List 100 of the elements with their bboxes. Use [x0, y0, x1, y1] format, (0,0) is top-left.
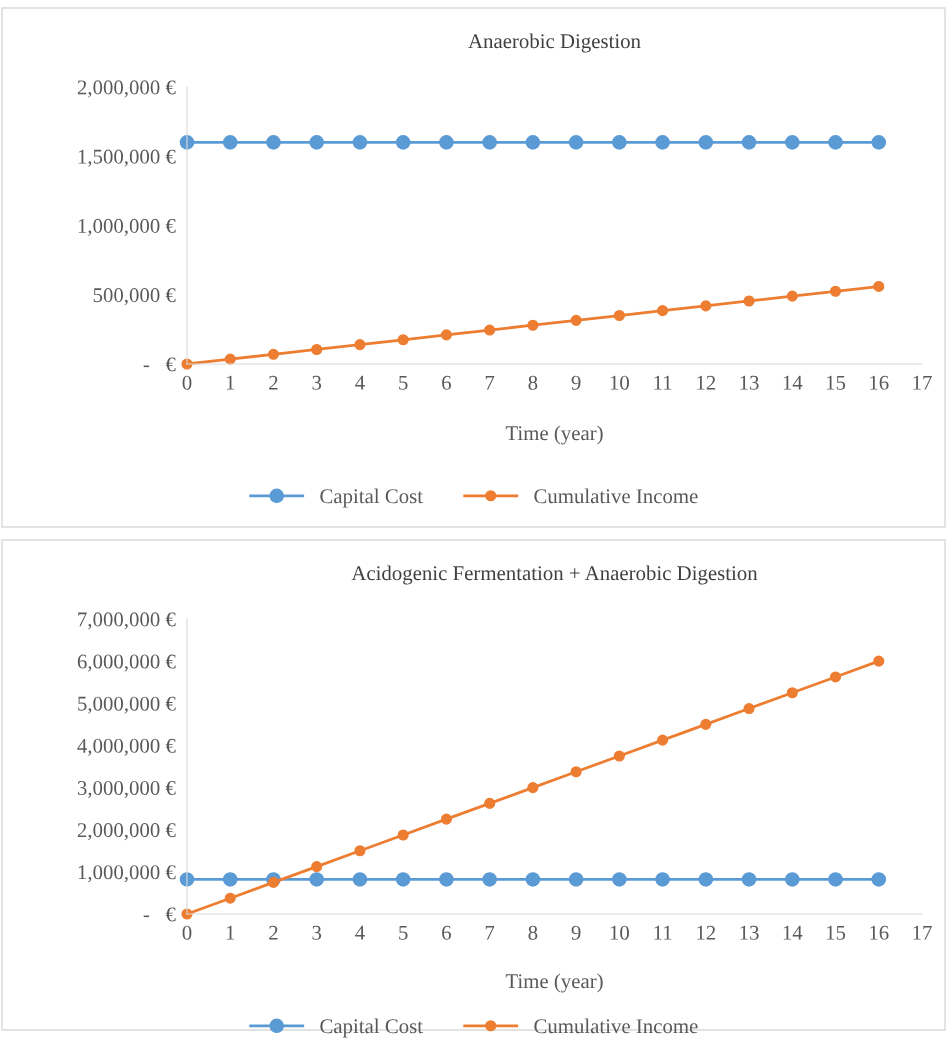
point — [482, 135, 497, 150]
x-tick-label: 10 — [610, 375, 629, 390]
x-tick-label: 9 — [571, 925, 581, 940]
chart-title: Acidogenic Fermentation + Anaerobic Digestion — [351, 565, 758, 585]
point — [657, 305, 669, 317]
x-tick-label: 13 — [740, 375, 759, 390]
point — [613, 309, 625, 322]
y-tick-label: 4,000,000 € — [77, 738, 176, 756]
point — [354, 339, 366, 351]
point — [267, 348, 280, 360]
point — [352, 872, 368, 887]
point — [871, 872, 887, 887]
y-tick-label: 2,000,000 € — [77, 80, 176, 98]
point — [311, 343, 323, 356]
point — [743, 295, 755, 307]
point — [612, 872, 627, 887]
point — [354, 845, 366, 857]
point — [741, 135, 757, 150]
point — [266, 135, 281, 150]
x-tick-label: 16 — [870, 925, 889, 940]
point — [829, 285, 842, 297]
x-tick-label: 4 — [355, 375, 365, 390]
point — [698, 872, 714, 887]
x-tick-label: 5 — [399, 375, 408, 390]
x-axis-title: Time (year) — [505, 973, 603, 993]
y-tick-label: 7,000,000 € — [78, 612, 176, 630]
legend-label: Capital Cost — [320, 1018, 423, 1038]
point — [828, 135, 843, 150]
point — [786, 687, 798, 699]
point — [484, 324, 496, 336]
x-tick-label: 9 — [571, 375, 581, 390]
x-tick-label: 6 — [442, 375, 451, 390]
x-tick-label: 13 — [740, 925, 759, 940]
x-tick-label: 11 — [654, 375, 672, 390]
y-tick-label: 2,000,000 € — [77, 823, 176, 841]
x-tick-label: 17 — [913, 925, 932, 940]
point — [655, 135, 670, 150]
point — [613, 750, 625, 762]
point — [568, 872, 584, 887]
point — [568, 135, 584, 150]
point — [397, 829, 409, 841]
x-tick-label: 7 — [485, 925, 495, 940]
point — [741, 872, 757, 887]
x-tick-label: 12 — [697, 375, 716, 390]
y-tick-label: 500,000 € — [93, 288, 176, 306]
point — [222, 135, 238, 150]
legend-label: Cumulative Income — [534, 1018, 698, 1034]
x-tick-label: 3 — [312, 925, 322, 940]
point — [311, 861, 323, 873]
point — [484, 797, 496, 809]
point — [224, 892, 236, 904]
point — [743, 702, 755, 715]
point — [395, 135, 411, 150]
x-tick-label: 14 — [783, 375, 803, 390]
point — [440, 813, 452, 825]
x-tick-label: 4 — [355, 925, 365, 940]
point — [525, 872, 541, 887]
point — [871, 135, 887, 150]
point — [440, 329, 452, 341]
point — [527, 319, 539, 331]
point — [525, 135, 541, 150]
legend-label: Cumulative Income — [534, 488, 698, 504]
point — [786, 290, 798, 302]
y-tick-label: 1,500,000 € — [78, 149, 176, 167]
point — [873, 280, 885, 292]
y-tick-label: 5,000,000 € — [78, 696, 176, 714]
point — [700, 718, 712, 730]
point — [655, 872, 670, 887]
x-tick-label: 2 — [269, 925, 278, 940]
point — [698, 135, 714, 150]
x-tick-label: 7 — [485, 375, 495, 390]
x-axis-title: Time (year) — [505, 425, 603, 445]
x-tick-label: 11 — [654, 925, 672, 940]
x-tick-label: 14 — [783, 925, 803, 940]
point — [352, 135, 368, 150]
x-tick-label: 2 — [269, 375, 278, 390]
legend-label: Capital Cost — [320, 488, 423, 508]
point — [657, 734, 669, 746]
x-tick-label: 8 — [528, 925, 538, 940]
point — [570, 314, 582, 326]
y-tick-label: 1,000,000 € — [78, 865, 176, 883]
x-tick-label: 1 — [226, 925, 235, 940]
x-tick-label: 15 — [826, 375, 846, 390]
point — [700, 300, 712, 312]
y-tick-label: 1,000,000 € — [78, 218, 176, 236]
point — [267, 876, 280, 888]
point — [397, 334, 409, 346]
x-tick-label: 5 — [399, 925, 408, 940]
y-tick-label: - € — [143, 907, 176, 922]
x-tick-label: 1 — [226, 375, 235, 390]
x-tick-label: 0 — [182, 375, 192, 390]
point — [828, 872, 843, 887]
point — [570, 766, 582, 778]
x-tick-label: 12 — [697, 925, 716, 940]
y-tick-label: - € — [143, 357, 176, 372]
y-tick-label: 3,000,000 € — [77, 780, 176, 798]
point — [829, 671, 842, 683]
point — [309, 872, 324, 887]
chart-title: Anaerobic Digestion — [468, 33, 641, 53]
x-tick-label: 16 — [870, 375, 889, 390]
